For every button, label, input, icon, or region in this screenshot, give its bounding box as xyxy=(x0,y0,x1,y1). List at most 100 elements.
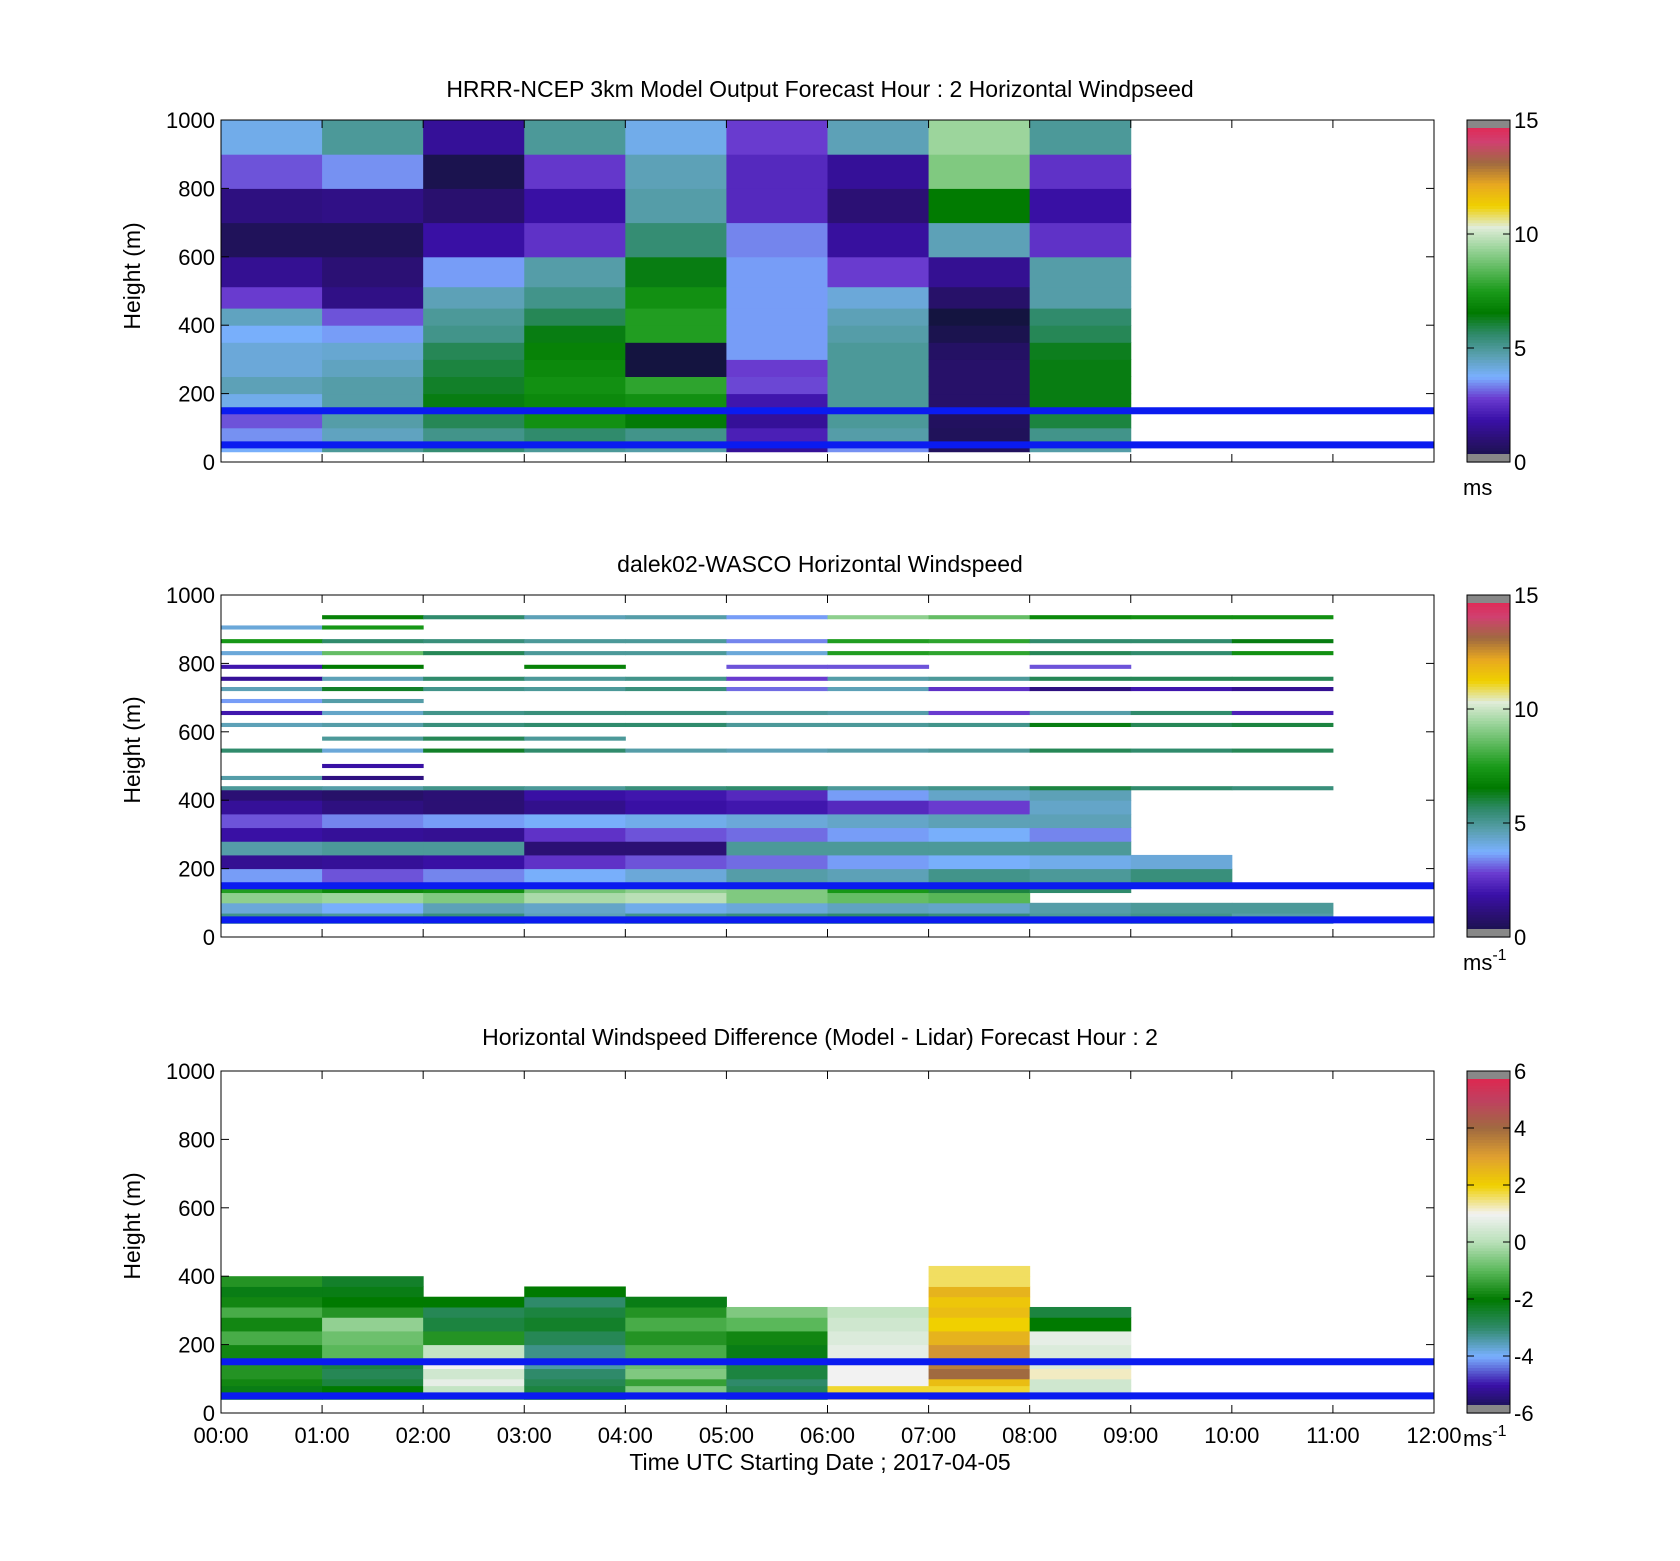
heatmap-cell xyxy=(827,710,930,716)
colorbar-segment xyxy=(1467,256,1510,261)
heatmap-cell xyxy=(524,800,626,815)
heatmap-cell xyxy=(625,902,727,914)
colorbar-segment xyxy=(1467,1310,1510,1314)
colorbar-segment xyxy=(1467,367,1510,372)
heatmap-cell xyxy=(827,154,930,189)
heatmap-cell xyxy=(524,376,626,395)
heatmap-cell xyxy=(1029,800,1132,815)
colorbar-segment xyxy=(1467,137,1510,141)
heatmap-cell xyxy=(1231,786,1334,791)
colorbar-segment xyxy=(1467,743,1510,747)
heatmap-cell xyxy=(1231,748,1334,753)
panel-lidar-observation: dalek02-WASCO Horizontal Windspeed Heigh… xyxy=(119,551,1538,975)
colorbar-segment xyxy=(1467,686,1510,690)
colorbar-segment xyxy=(1467,1196,1510,1200)
heatmap-cell xyxy=(524,256,626,288)
colorbar-segment xyxy=(1467,1099,1510,1103)
colorbar-segment xyxy=(1467,646,1510,650)
heatmap-cell xyxy=(221,393,323,412)
heatmap-cell xyxy=(1029,1378,1132,1387)
heatmap-cell xyxy=(1029,1385,1132,1393)
heatmap-cell xyxy=(221,1368,323,1380)
heatmap-cell xyxy=(1029,120,1132,155)
heatmap-cell xyxy=(827,722,930,728)
colorbar-segment xyxy=(1467,1139,1510,1143)
heatmap-cell xyxy=(524,748,626,753)
heatmap-cell xyxy=(322,1378,424,1387)
heatmap-cell xyxy=(1029,376,1132,395)
colorbar-unit-exponent: -1 xyxy=(1492,1423,1506,1440)
colorbar-segment xyxy=(1467,1147,1510,1152)
colorbar-segment xyxy=(1467,840,1510,844)
heatmap-cell xyxy=(423,736,525,741)
heatmap-cell xyxy=(928,1317,1031,1332)
heatmap-cell xyxy=(1029,651,1132,656)
heatmap-cell xyxy=(221,841,323,856)
heatmap-cell xyxy=(928,827,1031,842)
colorbar-tick-label: -6 xyxy=(1514,1401,1534,1426)
colorbar-segment xyxy=(1467,891,1510,895)
colorbar-segment xyxy=(1467,382,1510,386)
heatmap-cell xyxy=(221,722,323,728)
heatmap-cell xyxy=(1231,710,1334,716)
heatmap-cell xyxy=(827,188,930,224)
heatmap-cell xyxy=(827,325,930,343)
heatmap-cell xyxy=(524,892,626,904)
colorbar-segment xyxy=(1467,637,1510,642)
heatmap-cell xyxy=(322,222,424,258)
heatmap-cell xyxy=(423,615,525,620)
colorbar-segment xyxy=(1467,652,1510,656)
heatmap-cell xyxy=(726,676,828,681)
colorbar-frame xyxy=(1466,119,1511,463)
heatmap-cell xyxy=(1029,1330,1132,1346)
colorbar-unit-label: ms-1 xyxy=(1463,1423,1507,1451)
colorbar-segment xyxy=(1467,1350,1510,1354)
heatmap-cell xyxy=(423,120,525,155)
heatmap-cell xyxy=(827,615,930,620)
heatmap-cell xyxy=(928,154,1031,189)
colorbar-segment xyxy=(1467,880,1510,884)
x-tick-label: 12:00 xyxy=(1406,1423,1461,1448)
colorbar-segment xyxy=(1467,1122,1510,1126)
heatmap-cell xyxy=(423,651,525,656)
colorbar-segment xyxy=(1467,419,1510,423)
heatmap-cell xyxy=(625,1317,727,1332)
colorbar-segment xyxy=(1467,390,1510,395)
colorbar-segment xyxy=(1467,894,1510,898)
heatmap-cell xyxy=(524,1385,626,1393)
heatmap-cell xyxy=(524,1368,626,1380)
heatmap-cell xyxy=(322,841,424,856)
heatmap-cell xyxy=(827,748,930,753)
heatmap-cell xyxy=(221,376,323,395)
heatmap-cell xyxy=(221,410,323,429)
colorbar-segment xyxy=(1467,407,1510,412)
colorbar-segment xyxy=(1467,236,1510,241)
colorbar-segment xyxy=(1467,754,1510,759)
heatmap-cell xyxy=(1029,902,1132,914)
heatmap-cell xyxy=(221,1276,323,1287)
colorbar-under-cap xyxy=(1467,1405,1510,1413)
heatmap-cell xyxy=(827,376,930,395)
heatmap-cell xyxy=(524,1286,626,1298)
colorbar-segment xyxy=(1467,442,1510,446)
colorbar-segment xyxy=(1467,751,1510,756)
colorbar-segment xyxy=(1467,1133,1510,1138)
colorbar-segment xyxy=(1467,825,1510,830)
heatmap-cell xyxy=(423,325,525,343)
colorbar-segment xyxy=(1467,276,1510,281)
colorbar-segment xyxy=(1467,674,1510,679)
heatmap-cell xyxy=(221,676,323,681)
y-axis-label: Height (m) xyxy=(119,1172,145,1279)
heatmap-cell xyxy=(322,1296,424,1308)
heatmap-cell xyxy=(322,342,424,360)
colorbar-segment xyxy=(1467,439,1510,443)
heatmap-cell xyxy=(928,639,1031,644)
colorbar-segment xyxy=(1467,288,1510,292)
colorbar-segment xyxy=(1467,413,1510,417)
colorbar-segment xyxy=(1467,666,1510,670)
heatmap-cell xyxy=(221,748,323,753)
colorbar-segment xyxy=(1467,731,1510,736)
colorbar-segment xyxy=(1467,231,1510,235)
y-tick-label: 400 xyxy=(178,1264,215,1289)
colorbar-segment xyxy=(1467,1378,1510,1383)
